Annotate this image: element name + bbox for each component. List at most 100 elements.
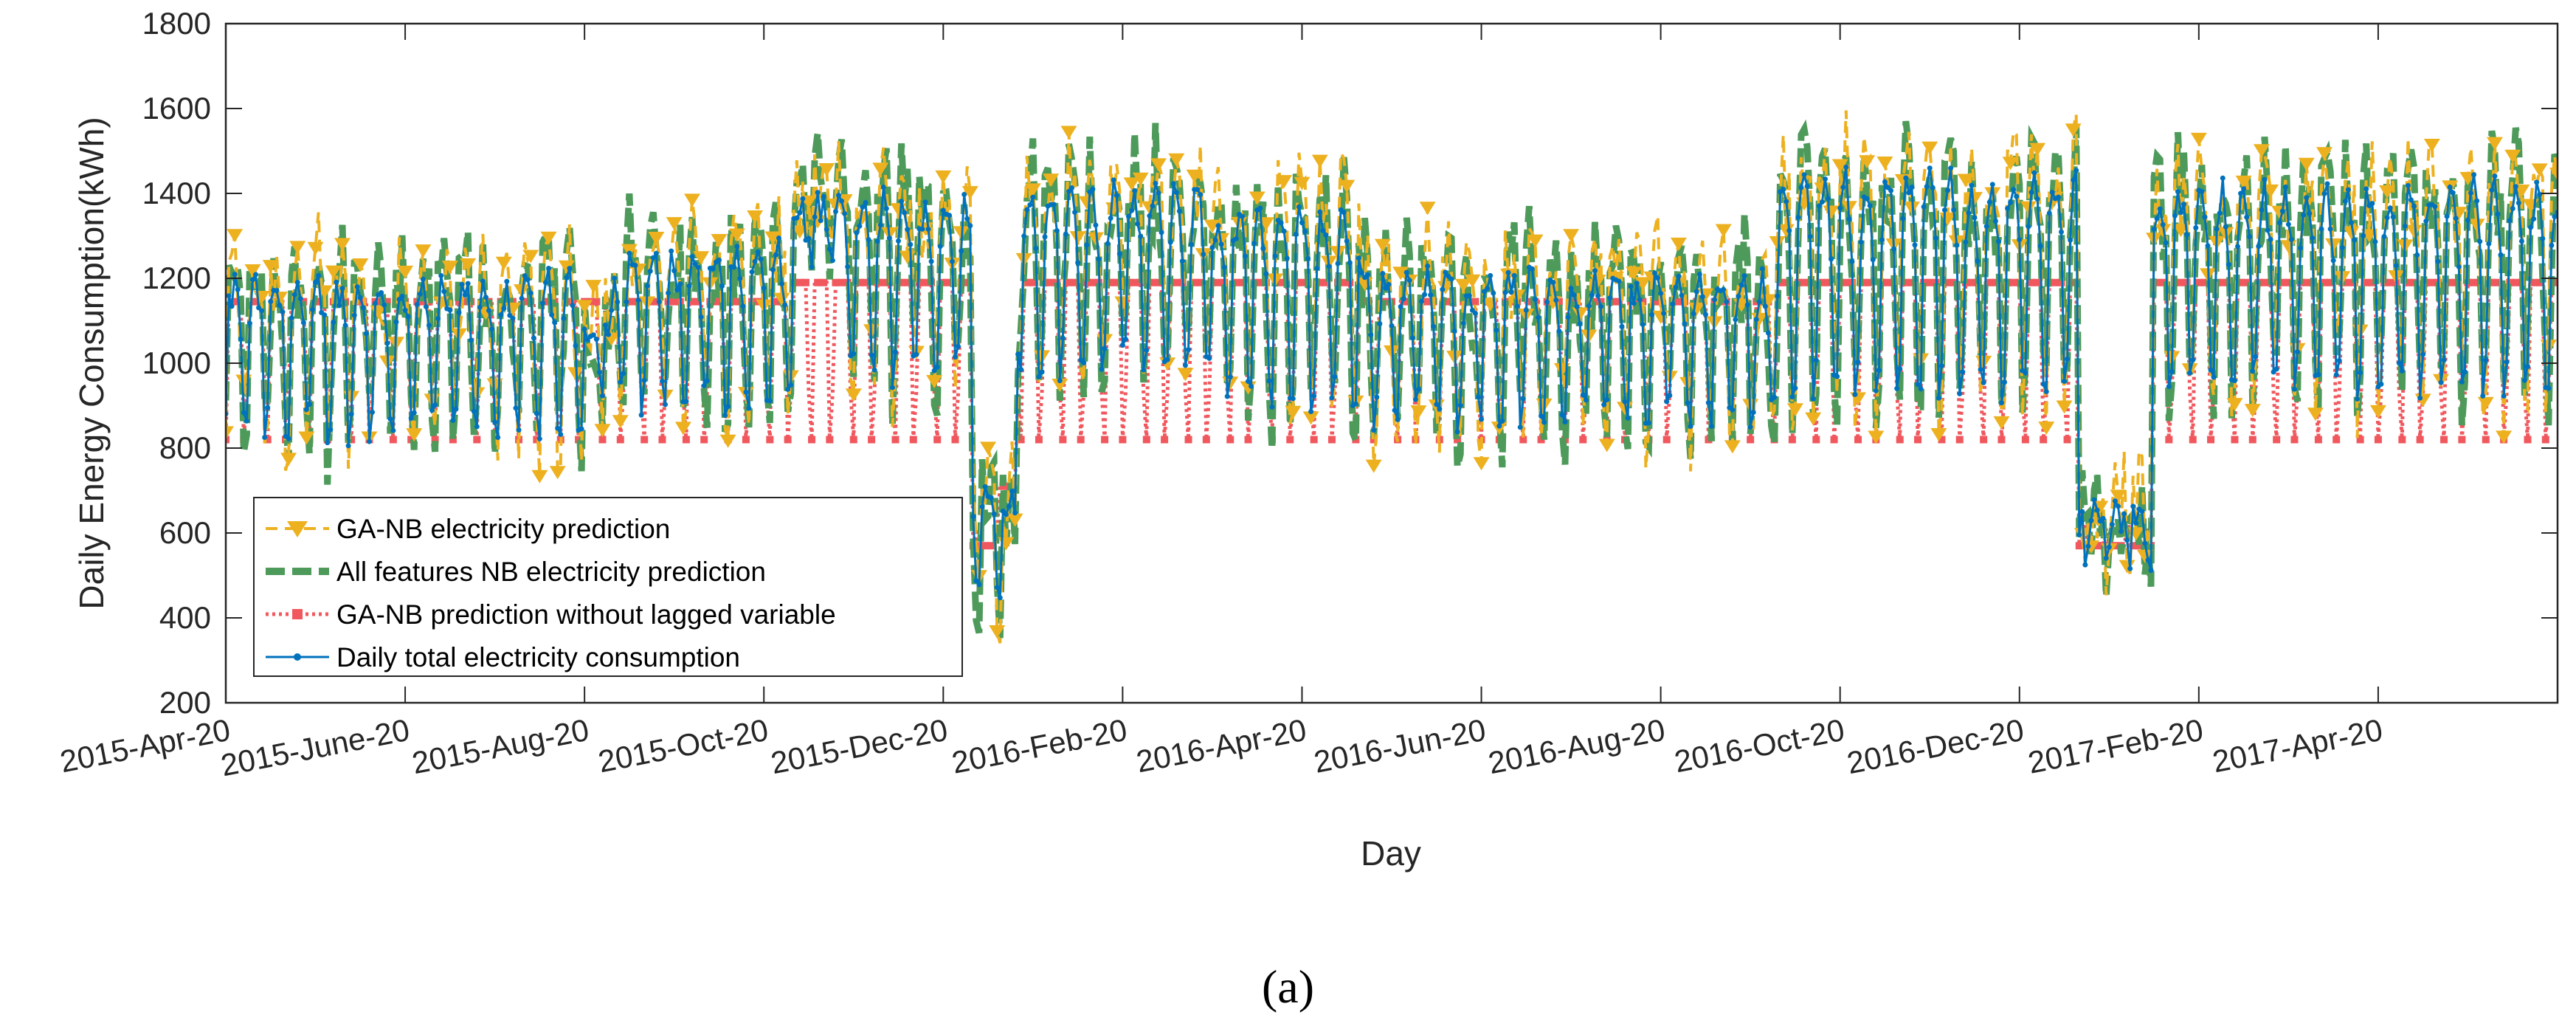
actual-point — [2363, 186, 2369, 192]
actual-point — [531, 335, 536, 341]
x-tick-label: 2016-Oct-20 — [1671, 712, 1847, 780]
actual-point — [1015, 351, 1021, 357]
actual-point — [967, 223, 973, 229]
actual-point — [426, 323, 432, 328]
no-lag-point — [1579, 436, 1587, 444]
actual-point — [1299, 220, 1305, 226]
no-lag-point — [1047, 278, 1055, 286]
actual-point — [1320, 227, 1326, 233]
no-lag-point — [1555, 297, 1563, 306]
actual-point — [2244, 214, 2250, 220]
actual-point — [737, 275, 743, 281]
actual-point — [618, 379, 624, 385]
actual-point — [953, 354, 959, 360]
no-lag-point — [226, 436, 229, 444]
actual-point — [384, 340, 390, 346]
legend-label-ga-nb: GA-NB electricity prediction — [336, 514, 670, 544]
actual-point — [1693, 289, 1699, 295]
actual-point — [1412, 396, 1418, 402]
actual-point — [1239, 213, 1245, 219]
no-lag-point — [2231, 436, 2239, 444]
actual-point — [567, 266, 573, 272]
actual-point — [836, 193, 842, 199]
actual-point — [1311, 393, 1317, 399]
actual-point — [937, 244, 943, 250]
actual-point — [2247, 234, 2253, 240]
actual-point — [922, 199, 928, 205]
no-lag-point — [2482, 436, 2490, 444]
actual-point — [1909, 185, 1915, 190]
actual-point — [411, 410, 417, 416]
no-lag-point — [670, 297, 678, 306]
no-lag-point — [855, 278, 863, 286]
actual-point — [274, 288, 280, 294]
actual-point — [2068, 237, 2073, 243]
actual-point — [2253, 354, 2259, 360]
actual-point — [2301, 212, 2307, 218]
no-lag-point — [1155, 278, 1162, 286]
ga-nb-point — [1285, 405, 1302, 419]
ga-nb-point — [1052, 378, 1068, 392]
ga-nb-point — [2029, 142, 2046, 156]
actual-point — [2378, 381, 2384, 387]
ga-nb-point — [226, 426, 234, 440]
actual-point — [1631, 300, 1637, 306]
actual-point — [2435, 258, 2441, 264]
x-axis-title: Day — [1361, 834, 1421, 873]
actual-point — [1933, 235, 1938, 241]
actual-point — [423, 303, 429, 309]
no-lag-point — [1788, 436, 1796, 444]
actual-point — [946, 213, 952, 219]
actual-point — [1640, 322, 1646, 328]
actual-point — [2265, 227, 2271, 233]
x-tick-label: 2016-Jun-20 — [1311, 712, 1488, 780]
actual-point — [486, 308, 492, 314]
no-lag-point — [1662, 436, 1671, 444]
ga-nb-point — [2065, 123, 2082, 137]
no-lag-point — [694, 297, 702, 306]
actual-point — [976, 582, 982, 588]
actual-point — [2441, 357, 2447, 363]
actual-point — [1708, 423, 1714, 429]
actual-point — [2023, 370, 2028, 376]
no-lag-point — [461, 297, 469, 306]
actual-point — [1000, 508, 1006, 514]
actual-point — [1536, 314, 1541, 320]
actual-point — [1460, 320, 1466, 326]
actual-point — [755, 249, 761, 255]
actual-point — [2384, 215, 2390, 221]
actual-point — [370, 409, 376, 415]
actual-point — [656, 299, 662, 305]
no-lag-point — [1088, 278, 1097, 286]
actual-point — [2166, 384, 2172, 390]
actual-point — [1443, 269, 1448, 275]
no-lag-point — [1065, 278, 1073, 286]
ga-nb-point — [2468, 219, 2485, 233]
no-lag-point — [1955, 436, 1964, 444]
actual-point — [1607, 295, 1613, 301]
actual-point — [1604, 396, 1610, 402]
actual-point — [1628, 283, 1634, 289]
actual-point — [2381, 233, 2387, 239]
no-lag-point — [575, 436, 583, 444]
actual-point — [2055, 194, 2061, 200]
actual-point — [2119, 529, 2124, 534]
actual-point — [1553, 297, 1559, 303]
actual-point — [1027, 202, 1033, 208]
ga-nb-point — [674, 422, 691, 436]
actual-point — [2211, 374, 2217, 380]
actual-point — [2225, 261, 2231, 267]
no-lag-point — [897, 278, 905, 286]
series-layer — [226, 110, 2558, 644]
ga-nb-point — [961, 186, 978, 200]
ga-nb-point — [1769, 236, 1786, 250]
actual-point — [845, 264, 851, 269]
actual-point — [671, 268, 677, 274]
actual-point — [785, 386, 791, 392]
actual-point — [770, 266, 776, 272]
actual-point — [851, 351, 857, 357]
actual-point — [740, 303, 746, 309]
y-tick-label: 600 — [159, 515, 211, 550]
actual-point — [818, 218, 823, 224]
actual-point — [1209, 244, 1215, 250]
